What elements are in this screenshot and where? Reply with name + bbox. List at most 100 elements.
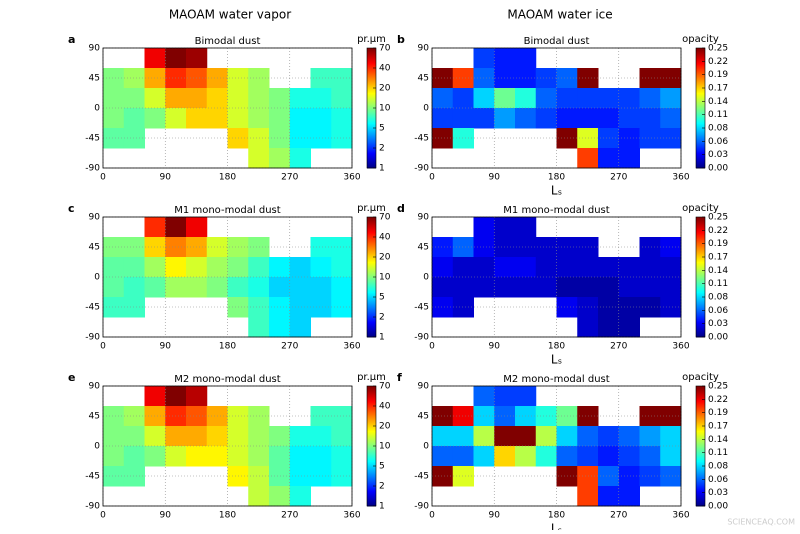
colorbar-segment <box>367 88 376 91</box>
colorbar-segment <box>367 241 376 244</box>
colorbar-segment <box>696 430 705 433</box>
colorbar-segment <box>367 223 376 226</box>
heatmap-cell <box>618 277 640 298</box>
colorbar-segment <box>367 333 376 336</box>
heatmap-cell <box>289 128 311 149</box>
heatmap-cell <box>331 108 353 129</box>
heatmap-cell <box>432 466 454 487</box>
colorbar-segment <box>696 98 705 101</box>
column-title: MAOAM water vapor <box>169 8 291 22</box>
heatmap-cell <box>473 48 495 69</box>
colorbar-tick-label: 40 <box>379 233 391 243</box>
heatmap-cell <box>535 88 557 109</box>
colorbar-segment <box>696 490 705 493</box>
colorbar-segment <box>367 122 376 125</box>
heatmap-cell <box>144 277 166 298</box>
colorbar-segment <box>367 52 376 55</box>
heatmap-cell <box>248 297 270 318</box>
colorbar-segment <box>696 128 705 131</box>
heatmap-cell <box>535 277 557 298</box>
heatmap-cell <box>432 426 454 447</box>
colorbar-segment <box>367 313 376 316</box>
colorbar-tick-label: 40 <box>379 402 391 412</box>
colorbar-segment <box>696 265 705 268</box>
heatmap-cell <box>269 297 291 318</box>
x-tick-label: 90 <box>160 511 172 521</box>
heatmap-cell <box>206 257 228 278</box>
colorbar-segment <box>367 398 376 401</box>
colorbar-segment <box>696 150 705 153</box>
colorbar-frame <box>695 47 706 169</box>
colorbar-segment <box>696 269 705 272</box>
colorbar-segment <box>696 273 705 276</box>
colorbar-segment <box>696 164 705 167</box>
colorbar-segment <box>367 245 376 248</box>
colorbar-segment <box>367 72 376 75</box>
colorbar-tick-label: 0.25 <box>708 213 728 223</box>
heatmap-cell <box>452 88 474 109</box>
colorbar-segment <box>696 323 705 326</box>
panel-title: M1 mono-modal dust <box>503 205 609 216</box>
colorbar-segment <box>696 432 705 435</box>
heatmap-cell <box>165 88 187 109</box>
colorbar-segment <box>696 420 705 423</box>
x-tick-label: 270 <box>281 173 298 183</box>
heatmap-cell <box>452 237 474 258</box>
colorbar-segment <box>367 221 376 224</box>
y-tick-label: -45 <box>414 472 429 482</box>
heatmap-cell <box>556 88 578 109</box>
colorbar-segment <box>696 275 705 278</box>
heatmap-cell <box>103 426 125 447</box>
colorbar-segment <box>367 66 376 69</box>
colorbar-tick-label: 20 <box>379 422 391 432</box>
heatmap-cell <box>331 257 353 278</box>
heatmap-cell <box>598 257 620 278</box>
colorbar-segment <box>367 233 376 236</box>
colorbar-segment <box>696 333 705 336</box>
plot-frame <box>102 216 353 338</box>
colorbar-tick-label: 0.25 <box>708 44 728 54</box>
colorbar-segment <box>696 460 705 463</box>
heatmap-cell <box>660 466 682 487</box>
heatmap-cell <box>432 406 454 427</box>
colorbar-segment <box>367 110 376 113</box>
colorbar-segment <box>367 504 376 507</box>
heatmap-cell <box>598 446 620 467</box>
y-tick-label: 0 <box>423 442 429 452</box>
colorbar-tick-label: 70 <box>379 44 391 54</box>
colorbar-segment <box>367 136 376 139</box>
colorbar-segment <box>696 494 705 497</box>
colorbar-segment <box>696 241 705 244</box>
colorbar-segment <box>696 418 705 421</box>
y-tick-label: 90 <box>89 213 101 223</box>
colorbar-segment <box>367 474 376 477</box>
colorbar-segment <box>367 402 376 405</box>
colorbar-segment <box>696 293 705 296</box>
colorbar-segment <box>367 335 376 338</box>
colorbar-segment <box>696 325 705 328</box>
colorbar-segment <box>367 500 376 503</box>
heatmap-cell <box>618 426 640 447</box>
colorbar-segment <box>696 394 705 397</box>
heatmap-cell <box>186 217 208 238</box>
colorbar-segment <box>696 160 705 163</box>
heatmap-cell <box>206 88 228 109</box>
heatmap-cell <box>618 466 640 487</box>
x-tick-label: 180 <box>219 511 236 521</box>
colorbar-segment <box>696 84 705 87</box>
colorbar-segment <box>367 289 376 292</box>
colorbar-segment <box>696 148 705 151</box>
colorbar-segment <box>367 152 376 155</box>
colorbar-segment <box>367 112 376 115</box>
colorbar-segment <box>696 110 705 113</box>
colorbar-segment <box>696 231 705 234</box>
colorbar-segment <box>696 243 705 246</box>
heatmap-cell <box>494 108 516 129</box>
heatmap-cell <box>494 277 516 298</box>
colorbar-tick-label: 0.00 <box>708 333 728 343</box>
colorbar-segment <box>367 394 376 397</box>
heatmap-cell <box>639 426 661 447</box>
colorbar-segment <box>367 269 376 272</box>
heatmap-cell <box>269 88 291 109</box>
colorbar-segment <box>696 482 705 485</box>
